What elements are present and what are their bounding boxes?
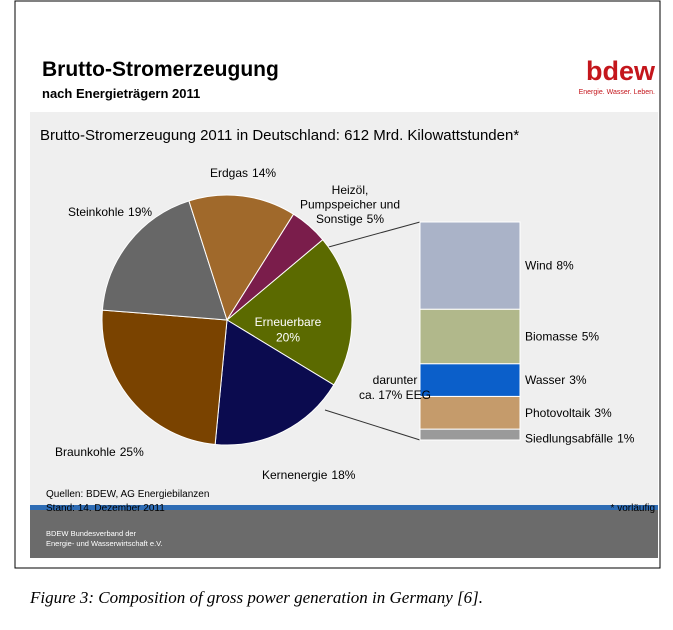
label-line: Photovoltaik [525,406,591,420]
label-name: Kernenergie [262,468,328,482]
label-value: 20% [276,331,300,345]
data-label: Wasser 3% [525,373,587,387]
label-line: Siedlungsabfälle [525,432,613,446]
label-value: 3% [594,406,612,420]
label-line: Heizöl, [332,183,369,197]
annotation-line: darunter [373,373,418,387]
label-line: Sonstige [316,212,363,226]
data-label: Photovoltaik 3% [525,406,612,420]
note: * vorläufig [611,503,655,514]
label-line: Wasser [525,373,565,387]
connector [324,409,421,441]
header-title: Brutto-Stromerzeugung [42,58,279,81]
pie-slice [214,319,335,446]
label-line: Pumpspeicher und [300,197,400,211]
chart-title: Brutto-Stromerzeugung 2011 in Deutschlan… [40,127,519,144]
footer-bar [30,510,658,558]
bar-segment [419,363,521,397]
source: Stand: 14. Dezember 2011 [46,503,165,514]
annotation: darunter ca. 17% EEG [359,373,431,402]
pie-slice [101,309,228,445]
label-value: 19% [128,205,152,219]
label-line: Braunkohle [55,445,116,459]
connector [324,221,421,249]
bar-segment [419,308,521,365]
header-subtitle: nach Energieträgern 2011 [42,86,200,101]
footer-text: Energie- und Wasserwirtschaft e.V. [46,539,163,548]
label-value: 25% [120,445,144,459]
label-name: Erdgas [210,166,248,180]
footer-text: BDEW Bundesverband der [46,529,137,538]
label-name: Steinkohle [68,205,124,219]
label-name: Siedlungsabfälle [525,432,613,446]
label-value: 5% [582,329,600,343]
source: Quellen: BDEW, AG Energiebilanzen [46,489,209,500]
label-value: 3% [569,373,587,387]
label-name: Braunkohle [55,445,116,459]
logo: bdew [586,56,656,86]
label-name: Wasser [525,373,565,387]
annotation-line: ca. 17% EEG [359,388,431,402]
label-value: 5% [367,212,385,226]
label-line: Erdgas [210,166,248,180]
blue-rule [30,505,658,510]
data-label: Erneuerbare 20% [255,315,322,345]
data-label: Erdgas 14% [210,166,276,180]
label-line: Steinkohle [68,205,124,219]
data-label: Siedlungsabfälle 1% [525,432,635,446]
data-label: Wind 8% [525,259,574,273]
data-label: Steinkohle 19% [68,205,152,219]
data-label: Kernenergie 18% [262,468,356,482]
label-line: Erneuerbare [255,315,322,329]
data-label: Heizöl, Pumpspeicher und Sonstige 5% [300,183,400,226]
label-name: Wind [525,259,552,273]
label-value: 18% [331,468,355,482]
figure-frame [14,0,661,569]
label-value: 8% [556,259,574,273]
caption: Figure 3: Composition of gross power gen… [29,588,483,607]
data-label: Braunkohle 25% [55,445,144,459]
bar-segment [419,428,521,441]
pie-slice [101,200,228,321]
label-value: 1% [617,432,635,446]
tagline: Energie. Wasser. Leben. [579,89,655,96]
label-name: Erneuerbare [255,315,322,329]
label-line: Wind [525,259,552,273]
pie-slice [188,194,295,322]
label-name: Heizöl, Pumpspeicher und Sonstige [300,183,400,226]
pie-slice [226,238,353,386]
label-name: Biomasse [525,329,578,343]
bar-segment [419,395,521,430]
label-name: Photovoltaik [525,406,591,420]
pie-slice [226,213,324,321]
label-line: Kernenergie [262,468,328,482]
data-label: Biomasse 5% [525,329,599,343]
bar-segment [419,221,521,310]
label-value: 14% [252,166,276,180]
label-line: Biomasse [525,329,578,343]
